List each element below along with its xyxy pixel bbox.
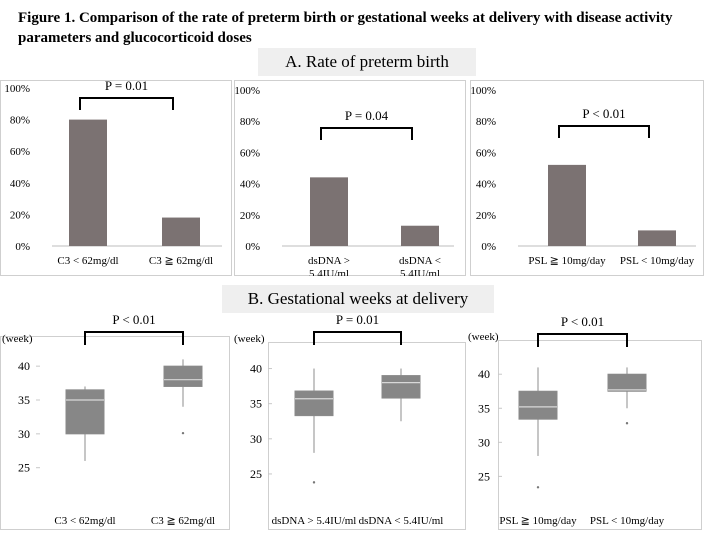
box: [65, 389, 105, 435]
y-tick-label: 80%: [476, 116, 496, 128]
box: [163, 365, 203, 387]
y-tick-label: 0%: [481, 241, 496, 253]
y-tick-label: 20%: [10, 209, 30, 221]
y-tick-label: 100%: [4, 83, 30, 95]
chart-frame: [470, 80, 704, 276]
y-axis-unit-label: (week): [468, 331, 499, 343]
plot-frame: [0, 336, 230, 530]
y-tick-label: 60%: [476, 147, 496, 159]
y-tick-label: 40: [18, 359, 30, 373]
y-tick-label: 35: [478, 401, 490, 415]
y-tick-label: 35: [18, 393, 30, 407]
y-tick-label: 60%: [240, 147, 260, 159]
x-tick-label: dsDNA <: [399, 255, 441, 267]
box: [518, 390, 558, 420]
box-plot-c3: (week) 25 30 35 40 C3 < 62mg/dl C3 ≧ 62mg/dl P …: [0, 312, 230, 530]
figure-title: Figure 1. Comparison of the rate of pret…: [18, 10, 673, 46]
outlier-point: [536, 486, 540, 489]
significance-bracket: [558, 125, 650, 138]
y-tick-label: 30: [250, 432, 262, 446]
y-tick-label: 40%: [240, 179, 260, 191]
x-tick-label: C3 < 62mg/dl: [57, 255, 118, 267]
x-tick-label: 5.4IU/ml: [309, 268, 349, 276]
x-tick-label: C3 ≧ 62mg/dl: [149, 255, 213, 267]
p-value-label: P = 0.04: [345, 108, 389, 123]
y-tick-label: 30: [18, 427, 30, 441]
section-a-title: A. Rate of preterm birth: [258, 48, 476, 76]
x-tick-label: C3 ≧ 62mg/dl: [151, 515, 215, 527]
y-tick-label: 80%: [10, 115, 30, 127]
significance-bracket: [84, 331, 184, 345]
y-tick-label: 40: [478, 367, 490, 381]
x-tick-label: PSL ≧ 10mg/day: [499, 515, 577, 527]
x-tick-label: dsDNA < 5.4IU/ml: [359, 515, 444, 527]
section-b-title: B. Gestational weeks at delivery: [222, 285, 494, 313]
y-tick-label: 25: [478, 469, 490, 483]
y-tick-label: 20%: [476, 210, 496, 222]
y-axis-unit-label: (week): [2, 333, 33, 345]
plot-frame: [498, 340, 702, 530]
x-tick-label: PSL ≧ 10mg/day: [528, 255, 606, 267]
significance-bracket: [313, 331, 402, 345]
box-plot-dsdna: (week) 25 30 35 40 dsDNA > 5.4IU/ml dsDNA < 5.…: [234, 312, 466, 530]
box: [381, 375, 421, 399]
box-plot-psl: (week) 25 30 35 40 PSL ≧ 10mg/day PSL < 10mg/d…: [468, 316, 702, 530]
y-tick-label: 35: [250, 397, 262, 411]
y-tick-label: 100%: [470, 85, 496, 97]
y-axis-unit-label: (week): [234, 333, 265, 345]
bar: [69, 119, 107, 246]
x-tick-label: PSL < 10mg/day: [590, 515, 665, 527]
outlier-point: [625, 422, 629, 425]
y-tick-label: 40: [250, 362, 262, 376]
bar-chart-psl: 0% 20% 40% 60% 80% 100% PSL ≧ 10mg/day PSL < 10…: [470, 80, 704, 276]
significance-bracket: [537, 333, 628, 347]
y-tick-label: 30: [478, 435, 490, 449]
plot-frame: [268, 342, 466, 530]
p-value-label: P = 0.01: [105, 80, 148, 93]
bar: [638, 230, 676, 246]
significance-bracket: [320, 127, 413, 140]
x-tick-label: PSL < 10mg/day: [620, 255, 695, 267]
chart-frame: [234, 80, 466, 276]
x-tick-label: dsDNA > 5.4IU/ml: [272, 515, 357, 527]
box: [607, 373, 647, 392]
significance-bracket: [79, 97, 174, 110]
outlier-point: [312, 481, 316, 484]
bar-chart-c3: 0% 20% 40% 60% 80% 100% C3 < 62mg/dl C3 ≧ 62mg/…: [0, 80, 232, 276]
box: [294, 390, 334, 417]
y-tick-label: 40%: [10, 178, 30, 190]
y-tick-label: 0%: [15, 241, 30, 253]
y-tick-label: 80%: [240, 116, 260, 128]
y-tick-label: 60%: [10, 146, 30, 158]
x-tick-label: dsDNA >: [308, 255, 350, 267]
bar: [548, 164, 586, 246]
y-tick-label: 25: [18, 461, 30, 475]
bar: [401, 225, 439, 246]
p-value-label: P < 0.01: [582, 106, 625, 121]
y-tick-label: 0%: [245, 241, 260, 253]
y-tick-label: 40%: [476, 179, 496, 191]
chart-frame: [0, 80, 232, 276]
x-tick-label: 5.4IU/ml: [400, 268, 440, 276]
y-tick-label: 20%: [240, 210, 260, 222]
p-value-label: P < 0.01: [561, 316, 604, 329]
y-tick-label: 25: [250, 467, 262, 481]
bar: [310, 177, 348, 246]
p-value-label: P = 0.01: [336, 312, 379, 327]
outlier-point: [181, 431, 185, 435]
y-tick-label: 100%: [234, 85, 260, 97]
p-value-label: P < 0.01: [112, 312, 155, 327]
x-tick-label: C3 < 62mg/dl: [54, 515, 115, 527]
bar: [162, 217, 200, 246]
